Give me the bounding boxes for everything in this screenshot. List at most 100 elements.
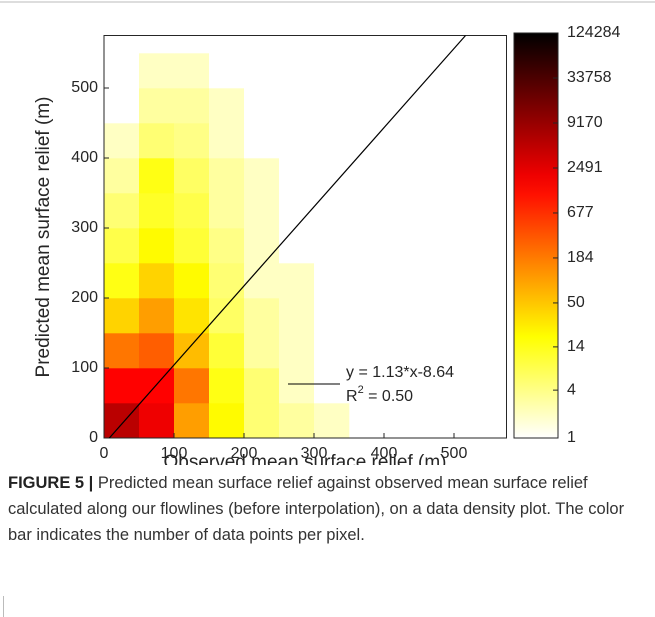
y-tick-label: 500	[71, 79, 98, 96]
frame-rule-left	[3, 596, 4, 617]
density-cell	[209, 368, 245, 404]
density-cell	[139, 333, 175, 369]
density-cell	[209, 333, 245, 369]
x-tick-label: 200	[231, 445, 258, 462]
colorbar-tick-label: 677	[567, 204, 594, 221]
density-cell	[314, 333, 350, 369]
density-cell	[244, 403, 280, 438]
density-cell	[174, 53, 210, 89]
density-cell	[244, 263, 280, 299]
colorbar-tick-label: 4	[567, 381, 576, 398]
density-cell	[279, 123, 315, 159]
chart: Observed mean surface relief (m) Predict…	[0, 1, 655, 465]
colorbar-tick-label: 14	[567, 338, 585, 355]
fit-equation: y = 1.13*x-8.64	[346, 364, 454, 381]
colorbar-tick-label: 33758	[567, 69, 612, 86]
plot-frame	[103, 35, 507, 439]
density-cell	[244, 368, 280, 404]
density-cell	[209, 123, 245, 159]
density-cell	[174, 35, 210, 54]
r2-symbol: R	[346, 388, 358, 405]
density-cell	[104, 263, 140, 299]
density-cell	[174, 88, 210, 124]
density-cell	[244, 123, 280, 159]
y-tick-label: 100	[71, 359, 98, 376]
density-cell	[244, 298, 280, 334]
density-cell	[174, 228, 210, 264]
colorbar-tick-label: 9170	[567, 114, 603, 131]
density-cell	[314, 263, 350, 299]
density-cell	[209, 193, 245, 229]
caption: FIGURE 5 | Predicted mean surface relief…	[8, 470, 638, 548]
density-cell	[244, 158, 280, 194]
density-cell	[279, 298, 315, 334]
density-cell	[174, 368, 210, 404]
density-cell	[279, 158, 315, 194]
density-cell	[139, 263, 175, 299]
density-cell	[174, 123, 210, 159]
density-cell	[244, 228, 280, 264]
density-cell	[139, 88, 175, 124]
density-cell	[279, 263, 315, 299]
x-tick-label: 300	[301, 445, 328, 462]
density-cell	[314, 403, 350, 438]
y-tick-label: 300	[71, 219, 98, 236]
density-cell	[314, 368, 350, 404]
x-axis-label: Observed mean surface relief (m)	[164, 452, 447, 465]
density-cell	[104, 123, 140, 159]
density-cell	[139, 35, 175, 54]
density-cell	[139, 158, 175, 194]
density-cell	[349, 263, 385, 299]
x-tick-label: 0	[100, 445, 109, 462]
density-cell	[244, 333, 280, 369]
fit-r2: R2 = 0.50	[346, 384, 413, 405]
y-tick-label: 0	[89, 429, 98, 446]
density-cell	[279, 228, 315, 264]
density-cell	[104, 53, 140, 89]
y-tick-label: 200	[71, 289, 98, 306]
fit-line	[108, 35, 466, 439]
density-cell	[244, 88, 280, 124]
density-cell	[139, 193, 175, 229]
density-cell	[174, 193, 210, 229]
density-cell	[279, 193, 315, 229]
colorbar-tick-label: 50	[567, 294, 585, 311]
density-cell	[209, 88, 245, 124]
density-cell	[139, 228, 175, 264]
density-cell	[279, 403, 315, 438]
density-cell	[174, 158, 210, 194]
density-cell	[174, 403, 210, 438]
density-cell	[139, 298, 175, 334]
colorbar	[513, 32, 559, 439]
density-cell	[174, 298, 210, 334]
density-cell	[209, 158, 245, 194]
density-cell	[209, 263, 245, 299]
density-cell	[104, 228, 140, 264]
density-cell	[244, 53, 280, 89]
density-cell	[314, 193, 350, 229]
density-cell	[174, 333, 210, 369]
x-tick-label: 500	[441, 445, 468, 462]
r2-exp: 2	[358, 384, 364, 396]
density-cell	[104, 158, 140, 194]
density-cell	[279, 368, 315, 404]
density-cell	[104, 193, 140, 229]
density-cell	[104, 298, 140, 334]
density-cell	[209, 53, 245, 89]
colorbar-tick-label: 2491	[567, 159, 603, 176]
colorbar-tick-label: 1	[567, 429, 576, 446]
y-axis-label: Predicted mean surface relief (m)	[33, 97, 54, 378]
density-cell	[279, 333, 315, 369]
density-cell	[104, 333, 140, 369]
density-cell	[209, 403, 245, 438]
colorbar-tick-label: 124284	[567, 24, 620, 41]
density-cell	[139, 53, 175, 89]
density-cell	[209, 298, 245, 334]
density-cells	[104, 35, 385, 438]
density-cell	[104, 368, 140, 404]
x-tick-label: 400	[371, 445, 398, 462]
r2-text: = 0.50	[364, 388, 413, 405]
density-cell	[139, 123, 175, 159]
density-cell	[244, 193, 280, 229]
